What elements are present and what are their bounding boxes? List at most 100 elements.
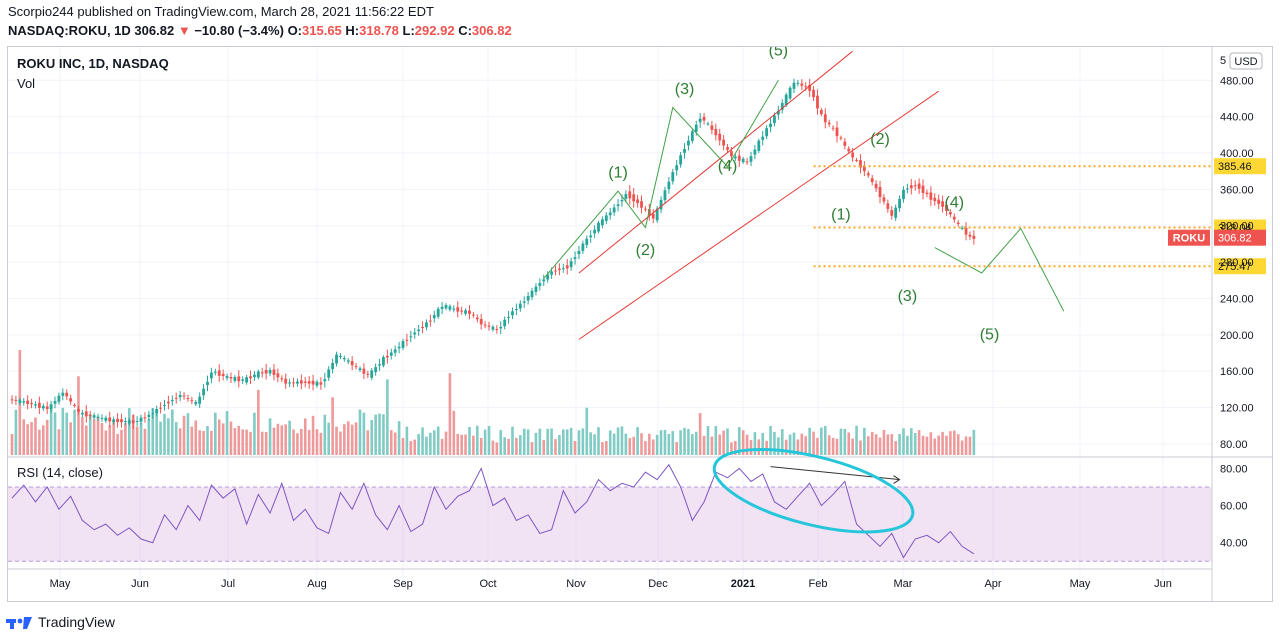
volume-bar bbox=[534, 432, 538, 455]
wave-label: (4) bbox=[945, 195, 965, 212]
volume-bar bbox=[788, 434, 792, 455]
volume-bar bbox=[374, 414, 377, 455]
price-tick-label: 240.00 bbox=[1220, 293, 1254, 305]
candle-body bbox=[249, 376, 252, 379]
volume-bar bbox=[671, 431, 675, 455]
volume-bar bbox=[73, 409, 76, 455]
volume-bar bbox=[816, 437, 819, 455]
candle-body bbox=[956, 222, 960, 224]
candle-body bbox=[323, 379, 327, 382]
candle-body bbox=[260, 372, 264, 374]
candle-body bbox=[370, 370, 374, 378]
volume-bar bbox=[202, 430, 205, 455]
candle-body bbox=[409, 336, 413, 338]
currency-button[interactable] bbox=[1229, 52, 1263, 70]
volume-bar bbox=[65, 412, 69, 455]
time-tick-label: Feb bbox=[809, 578, 828, 590]
candle-body bbox=[843, 141, 847, 146]
volume-bar bbox=[38, 429, 41, 455]
volume-bar bbox=[773, 431, 776, 455]
candle-body bbox=[131, 419, 135, 424]
candle-body bbox=[80, 412, 84, 415]
rsi-ellipse-highlight bbox=[712, 448, 915, 534]
rsi-tick-label: 60.00 bbox=[1220, 501, 1248, 513]
volume-bar bbox=[933, 438, 937, 455]
volume-bar bbox=[894, 441, 897, 455]
volume-bar bbox=[61, 407, 65, 455]
candle-body bbox=[108, 417, 112, 422]
candle-body bbox=[542, 279, 546, 282]
candle-body bbox=[53, 401, 57, 404]
volume-bar bbox=[886, 434, 890, 455]
candle-body bbox=[769, 123, 772, 128]
price-chart[interactable]: 385.46318.04275.47(1)(2)(3)(4)(5)(1)(2)(… bbox=[8, 47, 1272, 601]
open-label: O: bbox=[287, 23, 303, 38]
wave-label: (5) bbox=[980, 326, 1000, 343]
volume-bar bbox=[730, 442, 733, 455]
volume-bar bbox=[409, 441, 413, 455]
volume-bar bbox=[284, 424, 287, 455]
symbol-label[interactable]: NASDAQ:ROKU, 1D bbox=[8, 23, 131, 38]
candle-body bbox=[120, 419, 123, 423]
candle-body bbox=[413, 332, 417, 335]
volume-bar bbox=[796, 439, 800, 455]
volume-bar bbox=[507, 438, 510, 455]
candle-body bbox=[761, 136, 765, 140]
price-tick-label: 480.00 bbox=[1220, 75, 1254, 87]
candle-body bbox=[479, 319, 483, 325]
ticker-tag bbox=[1168, 229, 1210, 246]
volume-bar bbox=[350, 424, 354, 455]
candle-body bbox=[34, 404, 37, 406]
volume-bar bbox=[831, 437, 835, 455]
candle-body bbox=[112, 419, 116, 423]
volume-bar bbox=[737, 427, 741, 455]
volume-bar bbox=[206, 426, 209, 455]
volume-bar bbox=[538, 428, 542, 455]
wave-label: (2) bbox=[636, 242, 656, 259]
candle-body bbox=[378, 364, 381, 366]
candle-body bbox=[694, 124, 698, 132]
volume-bar bbox=[648, 433, 651, 455]
candle-body bbox=[382, 357, 385, 366]
candle-body bbox=[22, 401, 26, 403]
volume-bar bbox=[143, 428, 147, 455]
volume-bar bbox=[823, 426, 827, 455]
chart-frame[interactable]: 385.46 318.04 275.47 (1) (2) (3) (4) (5) (1) (2)(… bbox=[7, 46, 1273, 602]
volume-bar bbox=[906, 435, 909, 455]
published-line: Scorpio244 published on TradingView.com,… bbox=[8, 4, 434, 19]
candle-body bbox=[256, 371, 260, 378]
volume-bar bbox=[77, 376, 80, 455]
candle-body bbox=[170, 399, 174, 402]
volume-bar bbox=[937, 435, 940, 455]
volume-bar bbox=[522, 428, 526, 455]
candle-body bbox=[952, 216, 956, 220]
volume-bar bbox=[636, 427, 639, 455]
volume-bar bbox=[820, 427, 823, 455]
volume-bar bbox=[268, 418, 272, 455]
brand[interactable]: TradingView bbox=[6, 613, 115, 631]
candle-body bbox=[847, 148, 851, 152]
candle-body bbox=[859, 160, 862, 168]
divergence-arrow bbox=[770, 466, 900, 481]
candle-body bbox=[878, 186, 882, 198]
volume-bar bbox=[577, 430, 581, 455]
candle-body bbox=[675, 165, 679, 171]
candle-body bbox=[444, 305, 448, 309]
volume-bar bbox=[859, 440, 862, 455]
volume-bar bbox=[339, 431, 342, 455]
wave-projection-line bbox=[934, 227, 1065, 312]
volume-bar bbox=[276, 423, 280, 455]
volume-bar bbox=[464, 434, 467, 455]
volume-bar bbox=[225, 411, 229, 455]
volume-bar bbox=[710, 436, 714, 455]
volume-bar bbox=[307, 429, 311, 455]
volume-bar bbox=[968, 436, 972, 455]
candle-body bbox=[902, 189, 905, 200]
volume-bar bbox=[41, 425, 45, 455]
candle-body bbox=[464, 310, 467, 314]
candle-body bbox=[733, 156, 737, 159]
candle-body bbox=[268, 370, 272, 374]
candle-body bbox=[835, 127, 839, 137]
volume-bar bbox=[22, 419, 26, 455]
candle-body bbox=[487, 325, 491, 327]
